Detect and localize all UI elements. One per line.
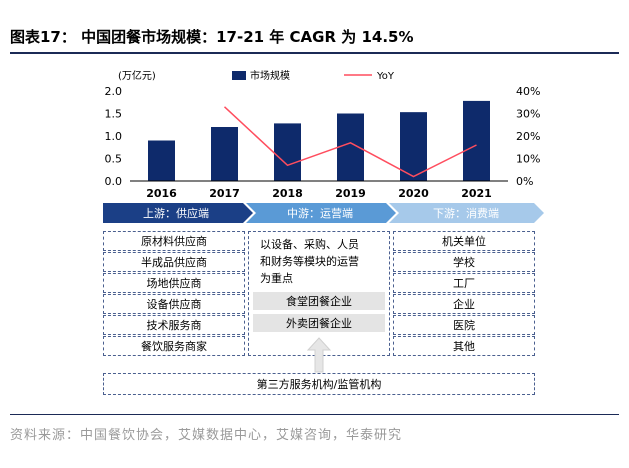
takeout-enterprise: 外卖团餐企业 (253, 314, 385, 332)
upstream-item: 技术服务商 (103, 315, 245, 335)
title-rule (10, 52, 619, 54)
source-note: 资料来源：中国餐饮协会，艾媒数据中心，艾媒咨询，华泰研究 (10, 428, 403, 443)
upstream-item: 半成品供应商 (103, 252, 245, 272)
upstream-chevron (103, 203, 253, 223)
bar-2016 (148, 140, 175, 181)
legend-line-label: YoY (376, 71, 395, 82)
left-tick-label: 1.0 (105, 130, 123, 143)
bar-2021 (463, 100, 490, 181)
downstream-item: 企业 (393, 294, 535, 314)
left-tick-label: 1.5 (105, 108, 123, 121)
right-tick-label: 40% (516, 85, 540, 98)
focus-line: 和财务等模块的运营 (260, 255, 359, 268)
left-axis-unit: (万亿元) (118, 69, 156, 82)
downstream-label: 下游：消费端 (433, 206, 499, 220)
focus-line: 为重点 (260, 272, 293, 285)
midstream-chevron (246, 203, 396, 223)
upstream-label: 上游：供应端 (143, 206, 209, 220)
left-tick-label: 0.5 (105, 153, 123, 166)
market-size-chart: (万亿元) 0.0 0.5 1.0 1.5 2.0 0% 10% 20% 30% 40% 2016 20… (105, 69, 541, 200)
legend-bar-label: 市场规模 (250, 69, 290, 82)
focus-line: 以设备、采购、人员 (260, 238, 359, 251)
category-label: 2016 (146, 187, 177, 200)
downstream-item: 工厂 (393, 273, 535, 293)
right-tick-label: 10% (516, 153, 540, 166)
downstream-item: 学校 (393, 252, 535, 272)
midstream-focus: 以设备、采购、人员 和财务等模块的运营 为重点 (260, 236, 384, 287)
downstream-item: 医院 (393, 315, 535, 335)
right-tick-label: 0% (516, 175, 533, 188)
yoy-line (223, 106, 477, 178)
legend-bar-swatch (232, 71, 246, 80)
downstream-item: 其他 (393, 336, 535, 356)
bar-2018 (274, 123, 301, 181)
value-chain-arrows: 上游：供应端 中游：运营端 下游：消费端 (103, 203, 544, 223)
category-label: 2019 (335, 187, 366, 200)
downstream-item: 机关单位 (393, 231, 535, 251)
upstream-item: 设备供应商 (103, 294, 245, 314)
upstream-item: 场地供应商 (103, 273, 245, 293)
upstream-item: 餐饮服务商家 (103, 336, 245, 356)
left-tick-label: 2.0 (105, 85, 123, 98)
right-tick-label: 20% (516, 130, 540, 143)
category-label: 2021 (461, 187, 492, 200)
bar-2020 (400, 112, 427, 181)
category-label: 2020 (398, 187, 429, 200)
upstream-item: 原材料供应商 (103, 231, 245, 251)
category-label: 2017 (209, 187, 240, 200)
canteen-enterprise: 食堂团餐企业 (253, 292, 385, 310)
up-arrow-icon (306, 337, 332, 373)
category-label: 2018 (272, 187, 303, 200)
bar-2017 (211, 127, 238, 181)
right-tick-label: 30% (516, 108, 540, 121)
figure-title: 图表17： 中国团餐市场规模：17-21 年 CAGR 为 14.5% (10, 28, 414, 46)
left-tick-label: 0.0 (105, 175, 123, 188)
midstream-label: 中游：运营端 (287, 206, 353, 220)
footer-rule (10, 414, 619, 415)
third-party-regulators-box: 第三方服务机构/监管机构 (103, 373, 535, 395)
downstream-chevron (389, 203, 544, 223)
